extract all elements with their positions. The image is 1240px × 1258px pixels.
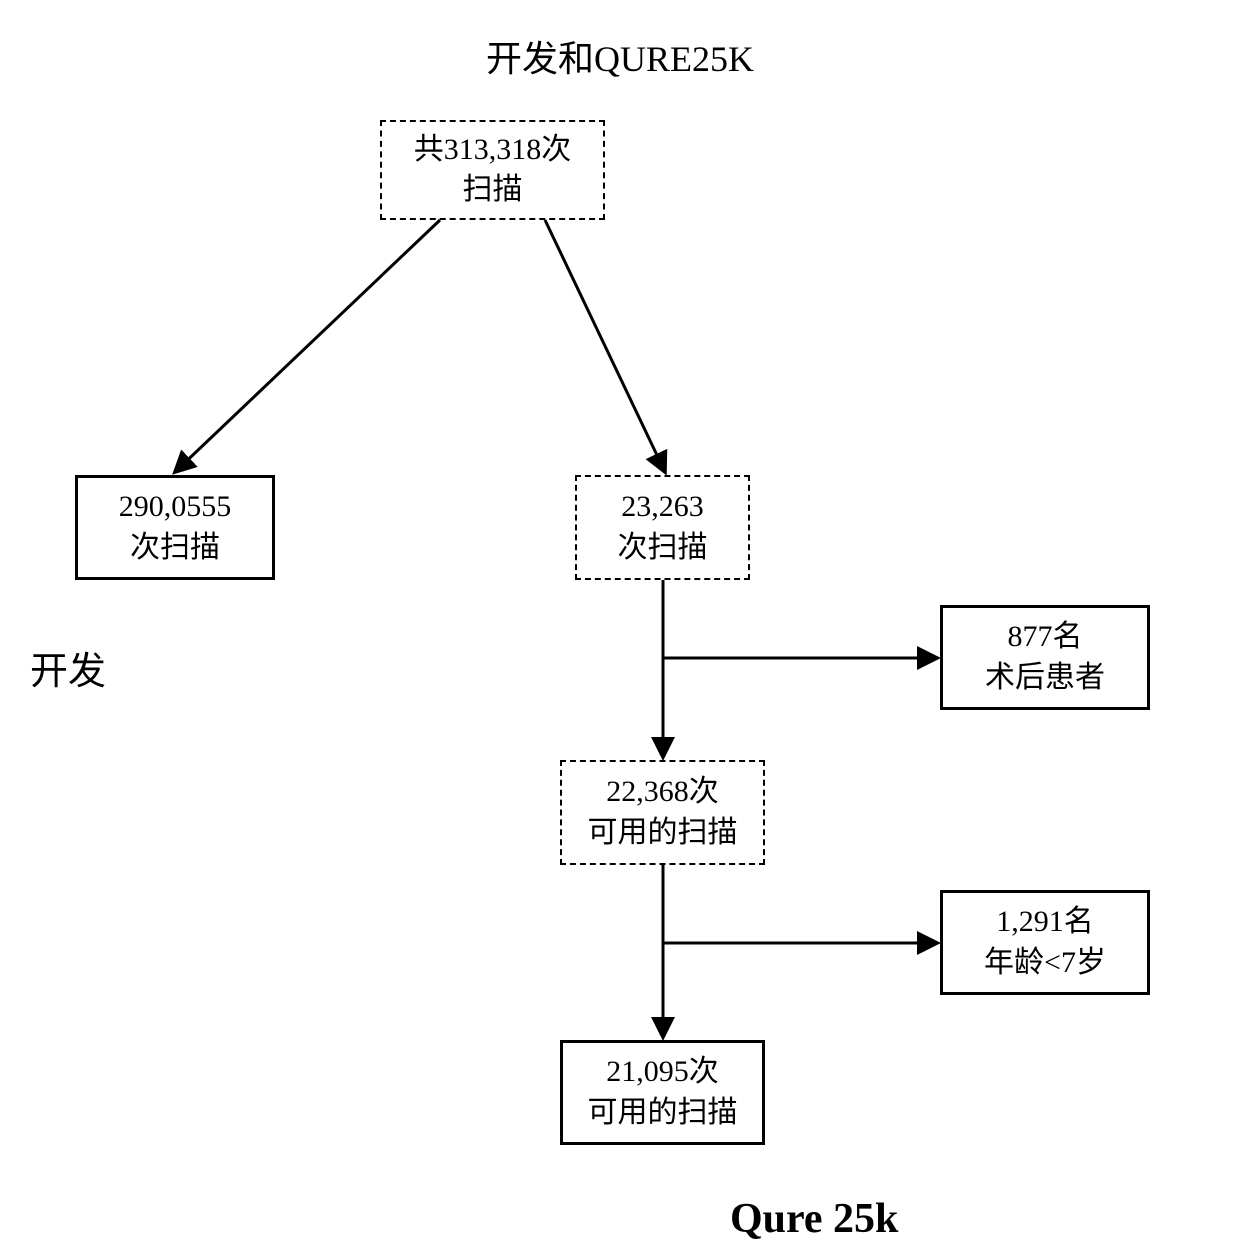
edge-root-dev [175,220,440,472]
node-q2-line2: 可用的扫描 [588,816,738,849]
node-dev: 290,0555 次扫描 [75,475,275,580]
node-ex2: 1,291名 年龄<7岁 [940,890,1150,995]
node-q1-line2: 次扫描 [618,531,708,564]
node-q3: 21,095次 可用的扫描 [560,1040,765,1145]
node-q1: 23,263 次扫描 [575,475,750,580]
node-root-line2: 扫描 [463,173,523,206]
label-development: 开发 [30,640,106,695]
node-ex2-line2: 年龄<7岁 [984,946,1106,979]
node-ex1-line2: 术后患者 [985,661,1105,694]
flowchart-canvas: 开发和QURE25K 共313,318次 扫描 290,0555 次扫描 23,… [0,0,1240,1258]
node-ex1: 877名 术后患者 [940,605,1150,710]
node-dev-line2: 次扫描 [130,531,220,564]
node-q3-line1: 21,095次 [606,1055,719,1088]
node-dev-line1: 290,0555 [119,490,232,523]
node-root: 共313,318次 扫描 [380,120,605,220]
node-ex2-line1: 1,291名 [996,905,1094,938]
node-q3-line2: 可用的扫描 [588,1096,738,1129]
edge-root-q1 [545,220,665,472]
diagram-title: 开发和QURE25K [0,30,1240,82]
footer-qure25k: Qure 25k [730,1195,898,1243]
node-q2: 22,368次 可用的扫描 [560,760,765,865]
node-q1-line1: 23,263 [621,490,704,523]
node-ex1-line1: 877名 [1008,620,1083,653]
node-q2-line1: 22,368次 [606,775,719,808]
node-root-line1: 共313,318次 [414,133,572,166]
